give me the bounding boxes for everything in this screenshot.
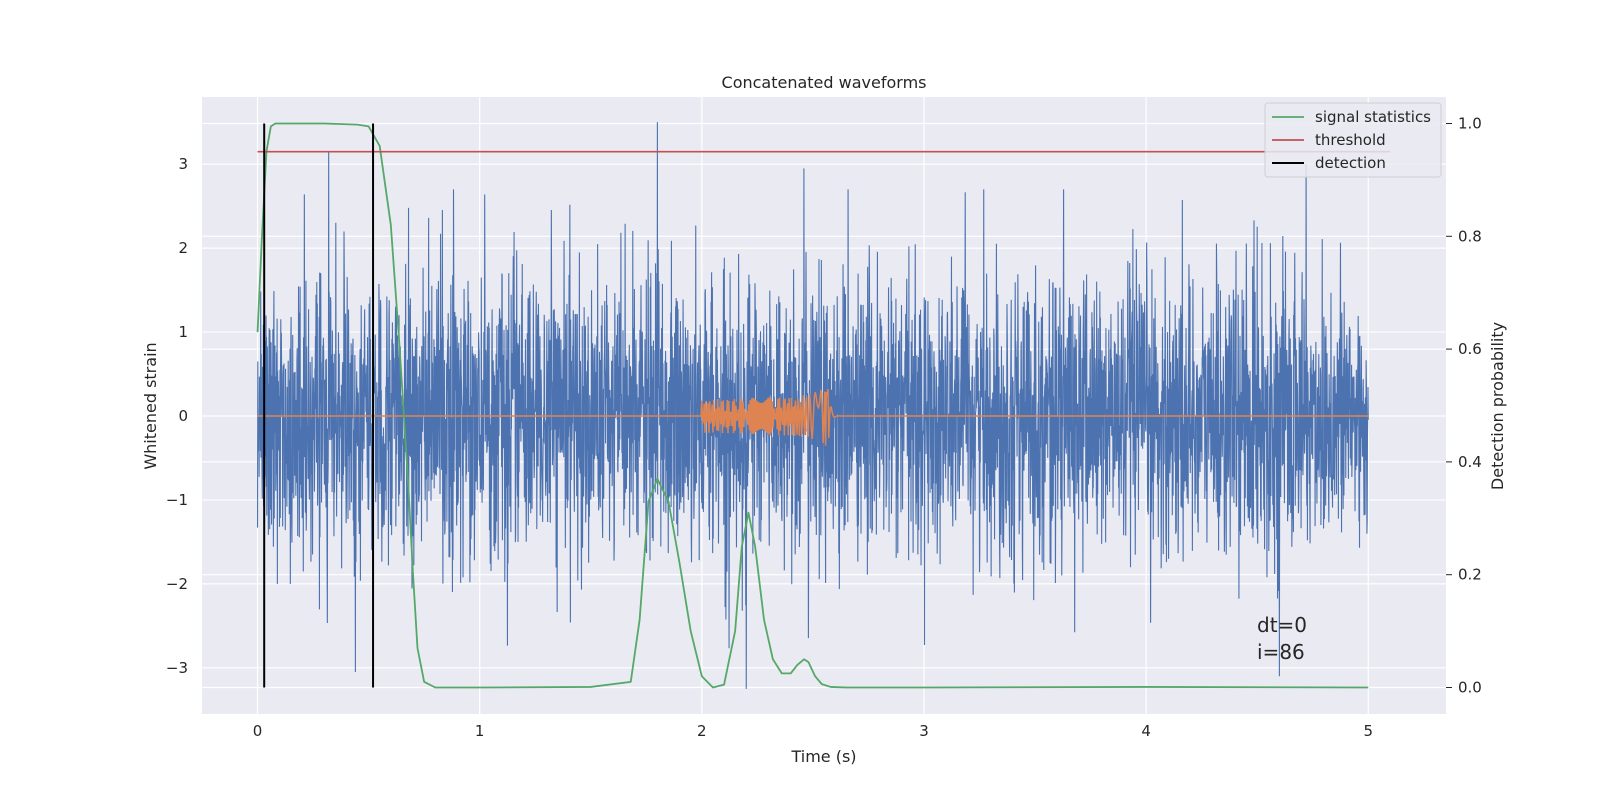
legend-label-detection: detection bbox=[1315, 154, 1386, 172]
x-tick-label-4: 4 bbox=[1141, 722, 1151, 740]
legend: signal statistics threshold detection bbox=[1264, 102, 1442, 178]
strain-line bbox=[256, 122, 1369, 689]
template-series bbox=[257, 388, 1369, 446]
y2-tick-label-4: 0.8 bbox=[1458, 227, 1482, 245]
strain-series bbox=[256, 122, 1369, 689]
y-tick-label-4: 1 bbox=[178, 323, 188, 341]
y2-tick-label-5: 1.0 bbox=[1458, 115, 1482, 133]
statistics-line bbox=[256, 122, 1369, 689]
y2-tick-label-3: 0.6 bbox=[1458, 340, 1482, 358]
legend-label-threshold: threshold bbox=[1315, 131, 1386, 149]
x-tick-label-2: 2 bbox=[697, 722, 707, 740]
statistics-series bbox=[256, 122, 1369, 689]
y2-tick-label-0: 0.0 bbox=[1458, 678, 1482, 696]
tick-labels: 0 1 2 3 4 5 −3 −2 −1 0 1 2 3 0.0 0.2 0.4 0.6 0.8 1.0 bbox=[166, 115, 1482, 740]
y2-axis-label: Detection probability bbox=[1488, 322, 1507, 490]
y2-tick-label-2: 0.4 bbox=[1458, 453, 1482, 471]
detection-lines bbox=[263, 123, 375, 688]
y-tick-label-6: 3 bbox=[178, 155, 188, 173]
x-tick-label-5: 5 bbox=[1363, 722, 1373, 740]
y-tick-label-1: −2 bbox=[166, 575, 188, 593]
y-tick-label-3: 0 bbox=[178, 407, 188, 425]
legend-label-statistics: signal statistics bbox=[1315, 108, 1431, 126]
x-tick-label-0: 0 bbox=[253, 722, 263, 740]
legend-box bbox=[1264, 102, 1442, 178]
y-tick-label-2: −1 bbox=[166, 491, 188, 509]
chart-title: Concatenated waveforms bbox=[722, 73, 927, 92]
x-axis-label: Time (s) bbox=[790, 747, 856, 766]
y-tick-label-0: −3 bbox=[166, 659, 188, 677]
annotation-i: i=86 bbox=[1257, 640, 1305, 664]
y2-tick-label-1: 0.2 bbox=[1458, 566, 1482, 584]
y-tick-label-5: 2 bbox=[178, 239, 188, 257]
y-axis-label: Whitened strain bbox=[141, 342, 160, 469]
x-tick-label-1: 1 bbox=[475, 722, 485, 740]
annotation-dt: dt=0 bbox=[1257, 613, 1307, 637]
x-tick-label-3: 3 bbox=[919, 722, 929, 740]
template-line bbox=[257, 388, 1369, 446]
